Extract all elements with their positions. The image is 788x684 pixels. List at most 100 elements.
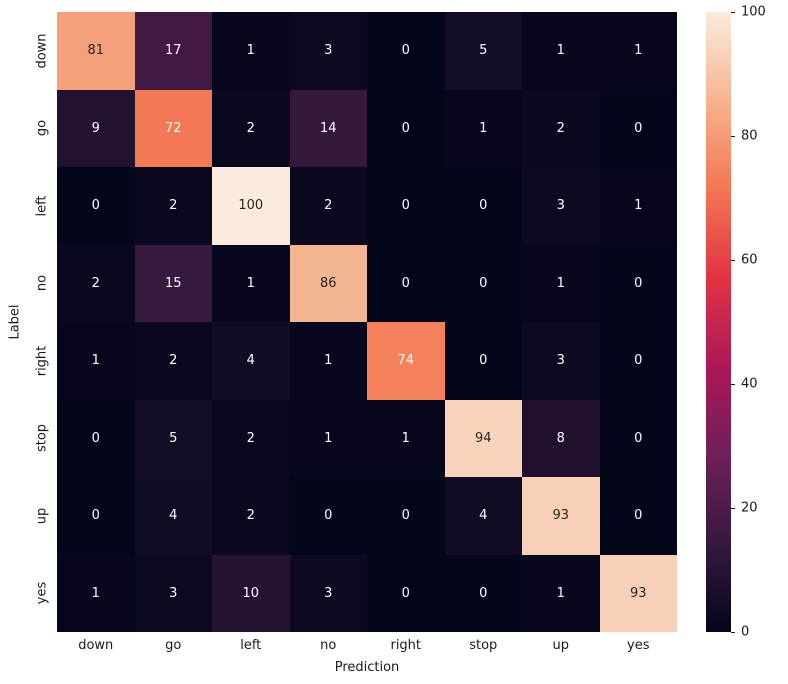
y-tick-label-right: right xyxy=(34,345,50,377)
y-tick-label-left: left xyxy=(34,195,50,217)
heatmap-cell-no-stop: 0 xyxy=(444,244,522,322)
colorbar-tick-label-80: 80 xyxy=(741,128,758,144)
heatmap-cell-no-no: 86 xyxy=(289,244,367,322)
heatmap-cell-down-up: 1 xyxy=(522,12,600,90)
heatmap-cell-yes-stop: 0 xyxy=(444,554,522,632)
heatmap-cell-no-right: 0 xyxy=(367,244,445,322)
heatmap-cell-up-right: 0 xyxy=(367,477,445,555)
heatmap-cell-go-go: 72 xyxy=(134,89,212,167)
heatmap-cell-stop-go: 5 xyxy=(134,399,212,477)
y-tick-label-no: no xyxy=(34,275,50,292)
x-tick-label-right: right xyxy=(390,638,422,653)
heatmap-cell-go-right: 0 xyxy=(367,89,445,167)
colorbar-tick-mark xyxy=(731,631,735,633)
heatmap-cell-go-yes: 0 xyxy=(599,89,677,167)
heatmap-cell-up-go: 4 xyxy=(134,477,212,555)
colorbar-tick-label-40: 40 xyxy=(741,376,758,392)
x-tick-label-yes: yes xyxy=(627,638,650,653)
colorbar-tick-label-0: 0 xyxy=(741,624,750,640)
x-tick-label-stop: stop xyxy=(469,638,498,653)
colorbar-tick-label-100: 100 xyxy=(741,4,766,20)
heatmap-cell-up-left: 2 xyxy=(212,477,290,555)
heatmap-cell-stop-up: 8 xyxy=(522,399,600,477)
colorbar-tick-labels: 0 20 40 60 80 100 xyxy=(731,5,781,640)
heatmap-cell-right-yes: 0 xyxy=(599,322,677,400)
heatmap-cell-right-go: 2 xyxy=(134,322,212,400)
heatmap-cell-right-up: 3 xyxy=(522,322,600,400)
heatmap-cell-up-down: 0 xyxy=(57,477,135,555)
heatmap-cell-up-no: 0 xyxy=(289,477,367,555)
heatmap-cell-yes-go: 3 xyxy=(134,554,212,632)
heatmap-cell-right-no: 1 xyxy=(289,322,367,400)
heatmap-cell-right-left: 4 xyxy=(212,322,290,400)
heatmap-cell-left-stop: 0 xyxy=(444,167,522,245)
x-tick-label-no: no xyxy=(320,638,337,653)
x-tick-label-down: down xyxy=(78,638,114,653)
x-tick-label-up: up xyxy=(552,638,570,653)
heatmap-cell-yes-left: 10 xyxy=(212,554,290,632)
heatmap-cell-go-down: 9 xyxy=(57,89,135,167)
heatmap-cell-left-down: 0 xyxy=(57,167,135,245)
colorbar-tick-mark xyxy=(731,259,735,261)
heatmap-cell-left-left: 100 xyxy=(212,167,290,245)
heatmap-cell-yes-down: 1 xyxy=(57,554,135,632)
heatmap-cell-go-up: 2 xyxy=(522,89,600,167)
heatmap-cell-left-up: 3 xyxy=(522,167,600,245)
colorbar-tick-label-60: 60 xyxy=(741,252,758,268)
y-tick-label-down: down xyxy=(34,33,50,69)
heatmap-cell-down-stop: 5 xyxy=(444,12,522,90)
colorbar-tick-mark xyxy=(731,507,735,509)
heatmap-cell-yes-no: 3 xyxy=(289,554,367,632)
heatmap-cell-up-stop: 4 xyxy=(444,477,522,555)
heatmap-cell-left-yes: 1 xyxy=(599,167,677,245)
heatmap-cell-yes-yes: 93 xyxy=(599,554,677,632)
heatmap-cell-no-yes: 0 xyxy=(599,244,677,322)
heatmap-cell-left-right: 0 xyxy=(367,167,445,245)
heatmap-cell-go-stop: 1 xyxy=(444,89,522,167)
heatmap-cell-right-down: 1 xyxy=(57,322,135,400)
heatmap-cell-stop-yes: 0 xyxy=(599,399,677,477)
y-tick-label-go: go xyxy=(34,120,50,137)
heatmap-grid: 81 17 1 3 0 5 1 1 9 72 2 14 0 1 2 0 0 2 100 2 0 0 3 1 2 15 1 86 0 0 1 0… xyxy=(57,12,677,632)
y-tick-label-stop: stop xyxy=(34,424,50,453)
colorbar-tick-mark xyxy=(731,11,735,13)
x-tick-labels: down go left no right stop up yes xyxy=(57,638,677,655)
heatmap-cell-right-stop: 0 xyxy=(444,322,522,400)
heatmap-cell-yes-up: 1 xyxy=(522,554,600,632)
heatmap-cell-down-right: 0 xyxy=(367,12,445,90)
heatmap-cell-left-go: 2 xyxy=(134,167,212,245)
heatmap-cell-no-down: 2 xyxy=(57,244,135,322)
heatmap-cell-left-no: 2 xyxy=(289,167,367,245)
heatmap-cell-go-no: 14 xyxy=(289,89,367,167)
heatmap-cell-down-left: 1 xyxy=(212,12,290,90)
x-axis-title: Prediction xyxy=(334,660,400,675)
heatmap-cell-go-left: 2 xyxy=(212,89,290,167)
colorbar-tick-mark xyxy=(731,135,735,137)
heatmap-cell-stop-down: 0 xyxy=(57,399,135,477)
heatmap-cell-stop-right: 1 xyxy=(367,399,445,477)
heatmap-cell-stop-no: 1 xyxy=(289,399,367,477)
heatmap-cell-stop-left: 2 xyxy=(212,399,290,477)
heatmap-cell-down-down: 81 xyxy=(57,12,135,90)
heatmap-cell-yes-right: 0 xyxy=(367,554,445,632)
colorbar-tick-mark xyxy=(731,383,735,385)
heatmap-cell-down-go: 17 xyxy=(134,12,212,90)
heatmap-cell-down-no: 3 xyxy=(289,12,367,90)
heatmap-cell-down-yes: 1 xyxy=(599,12,677,90)
colorbar xyxy=(706,12,731,632)
y-tick-label-up: up xyxy=(34,507,50,525)
x-tick-label-left: left xyxy=(240,638,262,653)
heatmap-cell-right-right: 74 xyxy=(367,322,445,400)
heatmap-cell-up-yes: 0 xyxy=(599,477,677,555)
y-tick-label-yes: yes xyxy=(34,582,50,605)
heatmap-cell-no-go: 15 xyxy=(134,244,212,322)
heatmap-cell-no-up: 1 xyxy=(522,244,600,322)
heatmap-cell-up-up: 93 xyxy=(522,477,600,555)
y-tick-labels: down go left no right stop up yes xyxy=(33,12,51,632)
colorbar-tick-label-20: 20 xyxy=(741,500,758,516)
heatmap-cell-no-left: 1 xyxy=(212,244,290,322)
y-axis-title-text: Label xyxy=(7,304,23,340)
heatmap-cell-stop-stop: 94 xyxy=(444,399,522,477)
x-tick-label-go: go xyxy=(165,638,182,653)
